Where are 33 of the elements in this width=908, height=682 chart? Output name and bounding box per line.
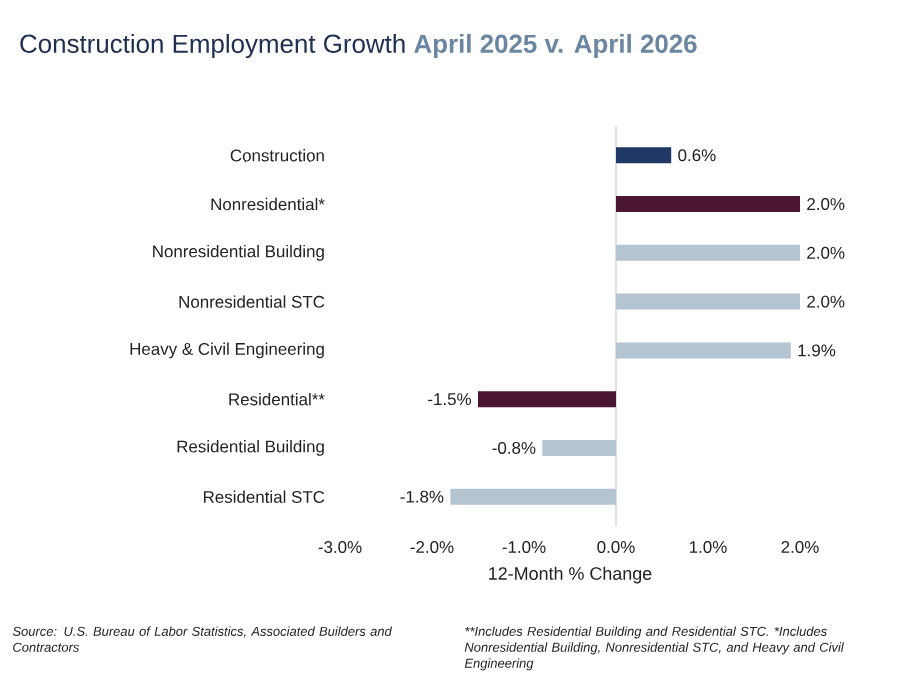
data-label: 2.0%	[807, 246, 845, 259]
y-tick-label: Nonresidential*	[211, 197, 325, 211]
data-label: 1.9%	[798, 344, 836, 357]
bar	[616, 147, 672, 164]
x-tick-label: 1.0%	[689, 541, 727, 554]
chart-subtitle: April 2025 v. April 2026	[414, 33, 697, 59]
y-tick-label: Nonresidential STC	[179, 295, 325, 308]
data-label: -0.8%	[492, 441, 536, 454]
bar	[616, 342, 791, 359]
y-tick-label: Residential**	[229, 392, 325, 406]
data-label: 2.0%	[807, 295, 845, 308]
chart-title: Construction Employment Growth	[20, 33, 405, 59]
data-label: 0.6%	[678, 149, 716, 162]
data-label: 2.0%	[807, 198, 845, 211]
x-tick-label: -2.0%	[410, 541, 454, 554]
y-tick-label: Heavy & Civil Engineering	[130, 342, 324, 359]
bar	[478, 391, 616, 408]
x-tick-label: -1.0%	[502, 541, 546, 554]
y-tick-label: Residential STC	[203, 490, 325, 503]
x-tick-label: 0.0%	[597, 541, 635, 554]
y-tick-label: Nonresidential Building	[153, 244, 324, 261]
bar	[616, 196, 800, 213]
x-tick-label: 2.0%	[781, 541, 819, 554]
bar	[542, 439, 616, 456]
bar	[450, 488, 616, 505]
x-axis-title: 12-Month % Change	[489, 566, 652, 584]
y-tick-label: Construction	[230, 149, 324, 162]
y-tick-label: Residential Building	[177, 440, 324, 456]
data-label: -1.5%	[428, 393, 472, 406]
x-tick-label: -3.0%	[318, 541, 362, 554]
data-label: -1.8%	[400, 490, 444, 503]
bar	[616, 293, 800, 310]
bar	[616, 244, 800, 261]
